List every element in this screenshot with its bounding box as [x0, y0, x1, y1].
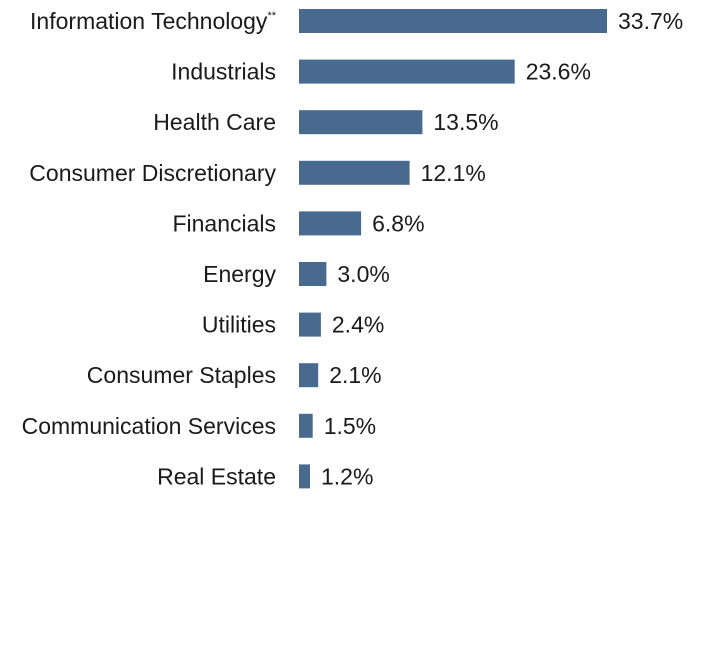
value-labels-layer: 33.7% 23.6% 13.5% 12.1% 6.8% 3.0% 2.4% 2.1% 1.5%…	[321, 8, 683, 489]
bar-financials	[299, 211, 362, 236]
category-labels-layer: Information Technology** Industrials Healt…	[22, 8, 277, 489]
category-label-industrials: Industrials	[171, 59, 276, 85]
value-label-energy: 3.0%	[337, 261, 389, 287]
bar-communication-services	[299, 413, 313, 438]
value-label-consumer-discretionary: 12.1%	[421, 160, 486, 186]
value-label-utilities: 2.4%	[332, 312, 384, 338]
value-label-information-technology: 33.7%	[618, 8, 683, 34]
value-label-communication-services: 1.5%	[324, 413, 376, 439]
bar-utilities	[299, 312, 321, 337]
bar-energy	[299, 262, 327, 286]
footnote-marker: **	[267, 10, 276, 22]
bar-consumer-staples	[299, 363, 319, 388]
bars-layer	[299, 9, 607, 489]
value-label-consumer-staples: 2.1%	[329, 362, 381, 388]
category-label-utilities: Utilities	[202, 312, 276, 338]
bar-health-care	[299, 110, 423, 135]
category-label-consumer-discretionary: Consumer Discretionary	[29, 160, 276, 186]
value-label-financials: 6.8%	[372, 210, 424, 236]
category-label-energy: Energy	[203, 261, 276, 287]
bar-real-estate	[299, 464, 310, 489]
bar-industrials	[299, 59, 515, 84]
category-label-consumer-staples: Consumer Staples	[87, 362, 276, 388]
category-label-health-care: Health Care	[153, 109, 276, 135]
category-label-financials: Financials	[172, 210, 276, 236]
category-label-information-technology: Information Technology**	[30, 8, 277, 34]
category-label-communication-services: Communication Services	[22, 413, 276, 439]
bar-consumer-discretionary	[299, 160, 410, 185]
category-label-real-estate: Real Estate	[157, 463, 276, 489]
value-label-industrials: 23.6%	[526, 59, 591, 85]
bar-information-technology	[299, 9, 607, 33]
value-label-health-care: 13.5%	[433, 109, 498, 135]
value-label-real-estate: 1.2%	[321, 463, 373, 489]
